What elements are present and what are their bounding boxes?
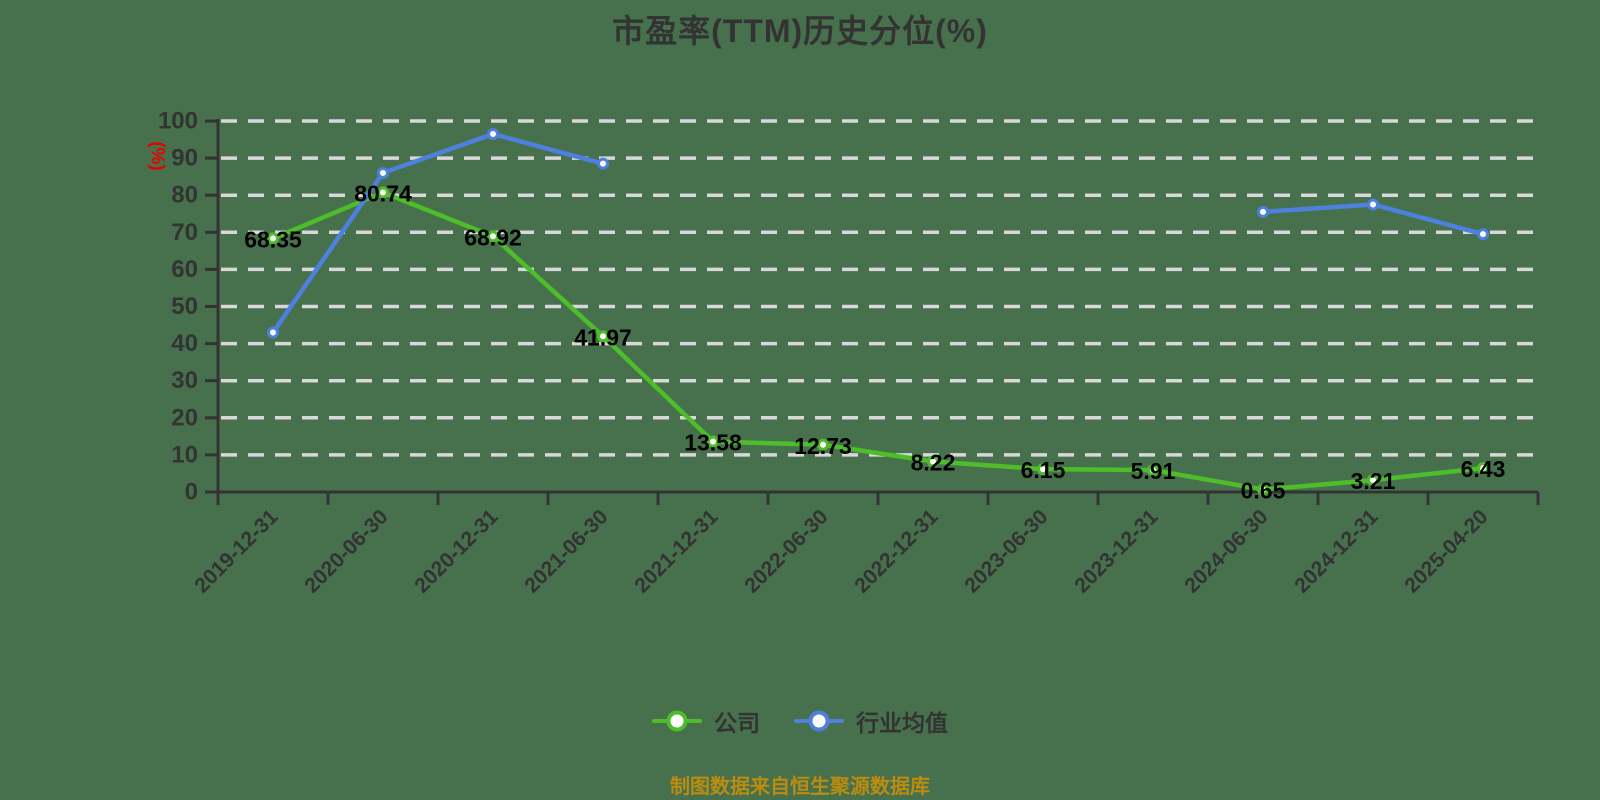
- company-data-point[interactable]: [927, 455, 939, 468]
- data-point-label: 6.43: [1461, 456, 1506, 482]
- x-tick-label: 2024-06-30: [1180, 505, 1272, 597]
- company-data-point[interactable]: [267, 232, 279, 245]
- x-tick-label: 2023-12-31: [1070, 505, 1162, 597]
- industry-average-data-point[interactable]: [487, 127, 499, 140]
- company-data-point[interactable]: [377, 186, 389, 199]
- industry-series-marker-icon: [794, 710, 844, 732]
- legend-item-label: 行业均值: [856, 710, 948, 736]
- industry-average-series: [267, 127, 1489, 339]
- y-tick-label: 60: [171, 256, 198, 283]
- data-point-label: 41.97: [574, 324, 632, 350]
- company-data-point[interactable]: [1147, 464, 1159, 477]
- x-tick-label: 2021-06-30: [520, 505, 612, 597]
- data-point-label: 68.92: [464, 224, 522, 250]
- gridlines: [221, 119, 1538, 457]
- data-point-label: 5.91: [1131, 458, 1176, 484]
- data-point-label: 6.15: [1021, 457, 1066, 483]
- company-data-point[interactable]: [1037, 463, 1049, 476]
- company-series-marker-icon: [652, 710, 702, 732]
- x-tick-label: 2025-04-20: [1400, 505, 1492, 597]
- company-data-point[interactable]: [1477, 462, 1489, 475]
- legend-item-company[interactable]: 公司: [652, 704, 760, 738]
- data-source-note: 制图数据来自恒生聚源数据库: [670, 776, 930, 798]
- company-data-labels: 68.35 80.74 68.92 41.97 13.58 12.73 8.22 6.15 5.…: [244, 180, 1505, 503]
- y-tick-label: 0: [185, 479, 198, 506]
- y-tick-label: 100: [158, 108, 198, 135]
- y-tick-label: 90: [171, 145, 198, 172]
- data-point-label: 8.22: [911, 450, 956, 476]
- company-data-point[interactable]: [817, 438, 829, 451]
- y-axis-unit-label: (%): [147, 141, 168, 171]
- industry-average-data-point[interactable]: [1367, 198, 1379, 211]
- y-axis: 0 10 20 30 40 50 60 70 80 90 100: [158, 108, 220, 506]
- data-point-label: 3.21: [1351, 468, 1396, 494]
- legend-item-industry-average[interactable]: 行业均值: [794, 704, 948, 738]
- legend: 公司 行业均值: [0, 704, 1600, 738]
- y-tick-label: 30: [171, 367, 198, 394]
- data-point-label: 13.58: [684, 430, 742, 456]
- industry-average-series-line: [270, 131, 606, 335]
- industry-average-data-point[interactable]: [377, 166, 389, 179]
- x-axis: 2019-12-31 2020-06-30 2020-12-31 2021-06-30…: [190, 490, 1540, 597]
- x-tick-label: 2024-12-31: [1290, 505, 1382, 597]
- company-series: [267, 186, 1489, 496]
- x-tick-label: 2020-06-30: [300, 505, 392, 597]
- company-series-line: [270, 190, 1486, 492]
- industry-average-data-point[interactable]: [267, 326, 279, 339]
- x-tick-label: 2020-12-31: [410, 505, 502, 597]
- chart-title: 市盈率(TTM)历史分位(%): [612, 13, 988, 49]
- y-tick-label: 80: [171, 182, 198, 209]
- company-data-point[interactable]: [597, 330, 609, 343]
- x-tick-label: 2019-12-31: [190, 505, 282, 597]
- industry-average-data-point[interactable]: [597, 157, 609, 170]
- industry-average-data-point[interactable]: [1477, 228, 1489, 241]
- y-tick-label: 40: [171, 330, 198, 357]
- x-tick-label: 2023-06-30: [960, 505, 1052, 597]
- company-data-point[interactable]: [707, 435, 719, 448]
- company-data-point[interactable]: [1367, 474, 1379, 487]
- data-point-label: 12.73: [794, 433, 852, 459]
- data-point-label: 68.35: [244, 226, 302, 252]
- y-tick-label: 70: [171, 219, 198, 246]
- data-point-label: 80.74: [354, 180, 412, 206]
- y-tick-label: 50: [171, 293, 198, 320]
- x-tick-label: 2022-06-30: [740, 505, 832, 597]
- x-tick-label: 2021-12-31: [630, 505, 722, 597]
- legend-item-label: 公司: [714, 710, 760, 736]
- x-tick-label: 2022-12-31: [850, 505, 942, 597]
- company-data-point[interactable]: [487, 230, 499, 243]
- industry-average-data-point[interactable]: [1257, 205, 1269, 218]
- y-tick-label: 10: [171, 441, 198, 468]
- company-data-point[interactable]: [1257, 483, 1269, 496]
- data-point-label: 0.65: [1241, 478, 1286, 504]
- y-tick-label: 20: [171, 404, 198, 431]
